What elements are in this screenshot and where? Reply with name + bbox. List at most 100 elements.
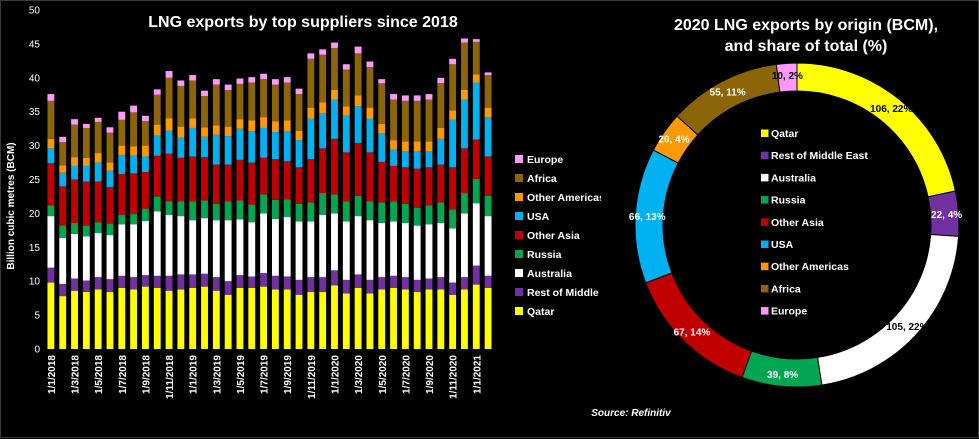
bar-segment-russia xyxy=(283,199,291,217)
bar-segment-australia xyxy=(94,233,102,278)
bar-segment-usa xyxy=(165,130,173,154)
bar-segment-other-asia xyxy=(82,181,90,226)
slice-label-other-asia: 67, 14% xyxy=(674,328,711,339)
legend-item-russia: Russia xyxy=(515,249,562,261)
slice-label-russia: 39, 8% xyxy=(767,370,798,381)
bar-segment-other-americas xyxy=(189,118,197,128)
bar-stack-25 xyxy=(342,64,350,349)
bar-segment-australia xyxy=(378,222,386,278)
bar-segment-rest-of-middle-east xyxy=(94,277,102,290)
bar-stack-28 xyxy=(378,79,386,349)
bar-stack-36 xyxy=(472,39,480,349)
bar-segment-africa xyxy=(390,99,397,141)
y-tick-label: 10 xyxy=(29,277,41,288)
bar-segment-qatar xyxy=(366,293,374,349)
bar-segment-africa xyxy=(212,84,220,126)
bar-segment-australia xyxy=(130,224,138,278)
bar-segment-africa xyxy=(130,112,138,147)
bar-segment-other-americas xyxy=(472,74,480,83)
bar-segment-europe xyxy=(283,77,291,83)
x-tick-label: 1/7/2018 xyxy=(118,355,129,394)
bar-segment-russia xyxy=(366,201,374,221)
bar-segment-other-americas xyxy=(82,157,90,166)
bar-segment-other-americas xyxy=(177,126,185,138)
x-tick-label: 1/1/2021 xyxy=(472,355,483,394)
legend-label: Australia xyxy=(527,268,572,280)
bar-segment-australia xyxy=(283,216,291,277)
bar-segment-europe xyxy=(331,42,338,48)
bar-segment-other-americas xyxy=(47,138,55,149)
bar-segment-usa xyxy=(413,151,421,169)
bar-stack-11 xyxy=(177,80,185,349)
legend-label: Africa xyxy=(527,173,557,185)
bar-segment-rest-of-middle-east xyxy=(413,279,421,293)
bar-segment-africa xyxy=(425,99,433,142)
bar-segment-rest-of-middle-east xyxy=(331,270,338,286)
bar-segment-russia xyxy=(59,225,67,238)
bar-segment-qatar xyxy=(307,292,315,349)
legend-swatch xyxy=(515,307,523,315)
bar-segment-africa xyxy=(319,54,327,103)
bar-segment-australia xyxy=(319,214,327,278)
bar-segment-rest-of-middle-east xyxy=(82,280,90,293)
bar-segment-europe xyxy=(366,61,374,67)
bar-segment-other-americas xyxy=(484,107,492,118)
bar-segment-other-asia xyxy=(47,163,55,206)
bar-segment-other-asia xyxy=(260,157,268,195)
y-tick-label: 15 xyxy=(29,243,41,254)
bar-segment-other-asia xyxy=(153,155,161,197)
donut-legend: Qatar Rest of Middle East Australia Russia O… xyxy=(761,128,868,318)
legend-swatch xyxy=(761,173,769,182)
bars-group xyxy=(47,38,492,349)
bar-segment-rest-of-middle-east xyxy=(366,279,374,294)
donut-legend-item-other-americas: Other Americas xyxy=(761,261,849,273)
bar-segment-australia xyxy=(366,220,374,280)
bar-segment-other-americas xyxy=(283,120,291,132)
bar-segment-australia xyxy=(307,221,315,278)
bar-segment-africa xyxy=(118,119,126,146)
bar-segment-africa xyxy=(331,47,338,91)
bar-segment-other-americas xyxy=(201,127,208,137)
bar-segment-australia xyxy=(331,213,338,271)
bar-segment-rest-of-middle-east xyxy=(153,275,161,288)
bar-stack-9 xyxy=(153,89,161,349)
bar-stack-31 xyxy=(413,95,421,349)
x-axis: 1/1/2018 1/3/2018 1/5/2018 1/7/2018 1/9/2018… xyxy=(47,355,483,399)
bar-segment-other-asia xyxy=(59,186,67,226)
bar-segment-other-asia xyxy=(71,179,78,223)
bar-segment-africa xyxy=(283,82,291,121)
bar-segment-rest-of-middle-east xyxy=(59,283,67,297)
bar-segment-usa xyxy=(461,99,468,149)
bar-segment-other-americas xyxy=(142,145,149,157)
legend-item-africa: Africa xyxy=(515,173,557,185)
bar-segment-usa xyxy=(342,115,350,153)
bar-stack-7 xyxy=(130,105,138,349)
bar-segment-usa xyxy=(307,118,315,160)
y-tick-label: 30 xyxy=(29,141,41,152)
bar-segment-europe xyxy=(177,80,185,86)
legend-label: Other Asia xyxy=(527,230,580,242)
bar-segment-rest-of-middle-east xyxy=(449,282,457,295)
bar-segment-other-asia xyxy=(212,164,220,204)
bar-segment-other-americas xyxy=(271,121,279,133)
bar-segment-rest-of-middle-east xyxy=(201,273,208,287)
bar-segment-africa xyxy=(177,85,185,127)
bar-segment-russia xyxy=(331,194,338,214)
bar-segment-australia xyxy=(106,235,114,280)
bar-segment-africa xyxy=(142,121,149,146)
legend-label: Qatar xyxy=(771,128,798,140)
bar-segment-qatar xyxy=(153,287,161,349)
bar-segment-other-asia xyxy=(472,139,480,179)
bar-segment-other-asia xyxy=(307,159,315,203)
bar-segment-qatar xyxy=(165,290,173,349)
legend-swatch xyxy=(515,231,523,239)
bar-segment-russia xyxy=(224,201,232,221)
bar-segment-qatar xyxy=(354,287,362,349)
bar-segment-usa xyxy=(401,151,409,168)
bar-segment-russia xyxy=(82,225,90,237)
bar-segment-qatar xyxy=(413,292,421,349)
bar-segment-qatar xyxy=(472,284,480,349)
bar-segment-australia xyxy=(271,218,279,276)
bar-segment-russia xyxy=(378,202,386,223)
